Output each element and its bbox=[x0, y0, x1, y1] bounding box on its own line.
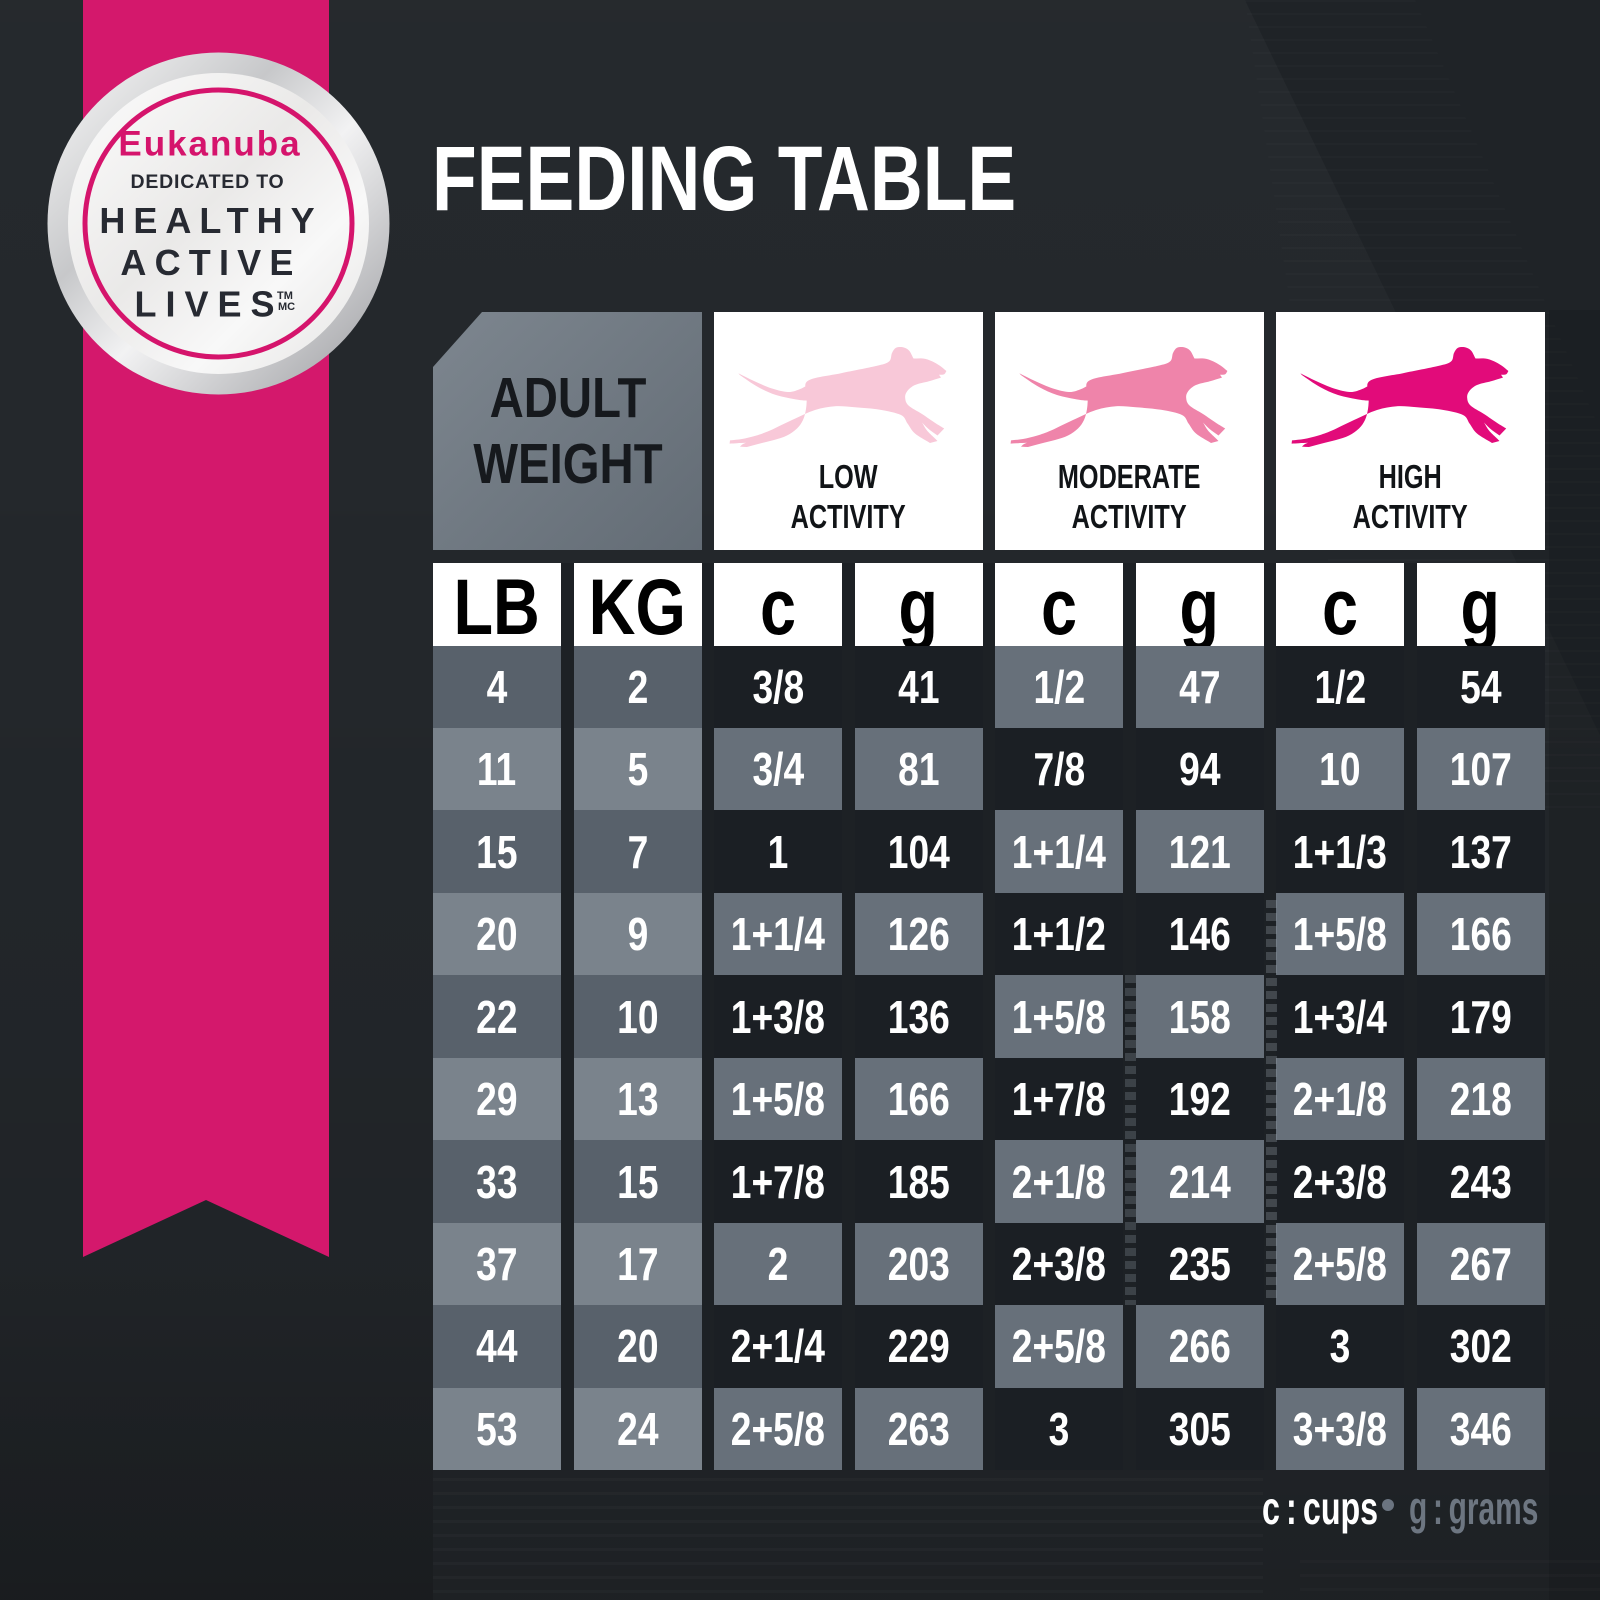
svg-text:ACTIVE: ACTIVE bbox=[120, 242, 301, 283]
svg-text:MC: MC bbox=[278, 301, 295, 313]
svg-text:Eukanuba: Eukanuba bbox=[118, 125, 301, 164]
svg-text:DEDICATED TO: DEDICATED TO bbox=[130, 171, 284, 193]
svg-text:LIVES: LIVES bbox=[134, 284, 283, 325]
svg-text:TM: TM bbox=[277, 290, 293, 302]
svg-text:HEALTHY: HEALTHY bbox=[99, 200, 322, 241]
